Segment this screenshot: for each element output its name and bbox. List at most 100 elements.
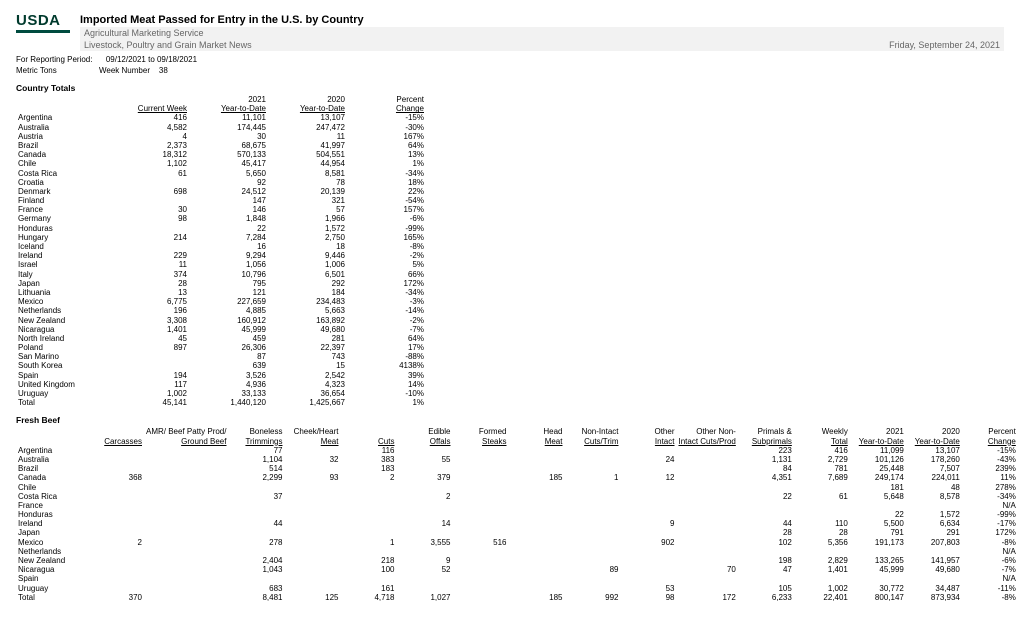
cell-value: 3,308: [110, 316, 189, 325]
cell-value: 1,440,120: [189, 398, 268, 407]
cell-value: 191,173: [850, 538, 906, 547]
col-header: Intact: [620, 437, 676, 446]
cell-value: [738, 574, 794, 583]
cell-value: N/A: [962, 547, 1018, 556]
cell-value: [284, 492, 340, 501]
cell-value: 39%: [347, 371, 426, 380]
table-row: Italy37410,7966,50166%: [16, 270, 426, 279]
cell-value: 45: [110, 334, 189, 343]
cell-value: 683: [228, 584, 284, 593]
cell-value: 52: [396, 565, 452, 574]
cell-value: 141,957: [906, 556, 962, 565]
cell-value: 383: [340, 455, 396, 464]
cell-value: 8,481: [228, 593, 284, 602]
cell-value: 22: [850, 510, 906, 519]
cell-value: [738, 483, 794, 492]
cell-value: 1,401: [110, 325, 189, 334]
cell-value: 22,401: [794, 593, 850, 602]
cell-country: Mexico: [16, 297, 110, 306]
cell-value: [396, 464, 452, 473]
cell-value: [88, 501, 144, 510]
cell-value: [396, 528, 452, 537]
subtitle-row: Livestock, Poultry and Grain Market News…: [80, 39, 1004, 51]
cell-value: [676, 501, 737, 510]
cell-value: 15: [268, 361, 347, 370]
cell-value: -11%: [962, 584, 1018, 593]
cell-value: 6,233: [738, 593, 794, 602]
table-row: Austria43011167%: [16, 132, 426, 141]
cell-country: Chile: [16, 159, 110, 168]
cell-value: 1: [340, 538, 396, 547]
cell-value: [88, 510, 144, 519]
cell-value: 1,401: [794, 565, 850, 574]
cell-value: 18: [268, 242, 347, 251]
cell-value: 292: [268, 279, 347, 288]
cell-value: -3%: [347, 297, 426, 306]
col-header: [88, 427, 144, 436]
table-row: Ireland2299,2949,446-2%: [16, 251, 426, 260]
cell-country: Japan: [16, 528, 88, 537]
cell-value: 55: [396, 455, 452, 464]
cell-value: [738, 501, 794, 510]
col-header: Boneless: [228, 427, 284, 436]
cell-country: Spain: [16, 371, 110, 380]
cell-value: 178,260: [906, 455, 962, 464]
cell-value: [228, 510, 284, 519]
country-totals-head: 20212020Percent Current WeekYear-to-Date…: [16, 95, 426, 113]
table-row: Netherlands1964,8855,663-14%: [16, 306, 426, 315]
cell-value: [564, 519, 620, 528]
cell-value: 570,133: [189, 150, 268, 159]
cell-value: [452, 556, 508, 565]
cell-value: [88, 528, 144, 537]
subtitle-news: Livestock, Poultry and Grain Market News: [84, 40, 252, 50]
col-header: 2020: [268, 95, 347, 104]
cell-value: 4,323: [268, 380, 347, 389]
col-header: Percent: [347, 95, 426, 104]
cell-value: -99%: [347, 224, 426, 233]
cell-value: -30%: [347, 123, 426, 132]
cell-value: [794, 483, 850, 492]
cell-value: 11: [110, 260, 189, 269]
col-country: [16, 104, 110, 113]
cell-country: Spain: [16, 574, 88, 583]
cell-value: -14%: [347, 306, 426, 315]
cell-country: Costa Rica: [16, 169, 110, 178]
cell-value: [88, 446, 144, 455]
cell-value: [620, 547, 676, 556]
table-row: United Kingdom1174,9364,32314%: [16, 380, 426, 389]
col-header: Meat: [508, 437, 564, 446]
cell-value: N/A: [962, 574, 1018, 583]
cell-country: Lithuania: [16, 288, 110, 297]
col-country: [16, 95, 110, 104]
country-totals-body: Argentina41611,10113,107-15%Australia4,5…: [16, 113, 426, 407]
cell-value: [144, 519, 228, 528]
table-row: Lithuania13121184-34%: [16, 288, 426, 297]
cell-value: 1,006: [268, 260, 347, 269]
table-row: Uruguay1,00233,13336,654-10%: [16, 389, 426, 398]
table-row: New Zealand3,308160,912163,892-2%: [16, 316, 426, 325]
cell-value: [620, 464, 676, 473]
country-totals-label: Country Totals: [16, 83, 1004, 93]
metric-label: Metric Tons: [16, 66, 57, 75]
country-totals-table: 20212020Percent Current WeekYear-to-Date…: [16, 95, 426, 407]
cell-value: [144, 446, 228, 455]
cell-value: 37: [228, 492, 284, 501]
col-header: Year-to-Date: [268, 104, 347, 113]
cell-value: 30: [189, 132, 268, 141]
cell-value: [88, 565, 144, 574]
cell-value: [508, 492, 564, 501]
cell-country: Brazil: [16, 141, 110, 150]
cell-value: [452, 446, 508, 455]
cell-value: -15%: [962, 446, 1018, 455]
cell-value: 147: [189, 196, 268, 205]
cell-value: 698: [110, 187, 189, 196]
cell-value: [144, 473, 228, 482]
cell-value: [144, 584, 228, 593]
cell-value: [284, 483, 340, 492]
cell-value: [284, 510, 340, 519]
cell-value: [564, 446, 620, 455]
cell-value: 5%: [347, 260, 426, 269]
cell-value: -8%: [962, 538, 1018, 547]
cell-value: 185: [508, 593, 564, 602]
cell-value: 22: [738, 492, 794, 501]
